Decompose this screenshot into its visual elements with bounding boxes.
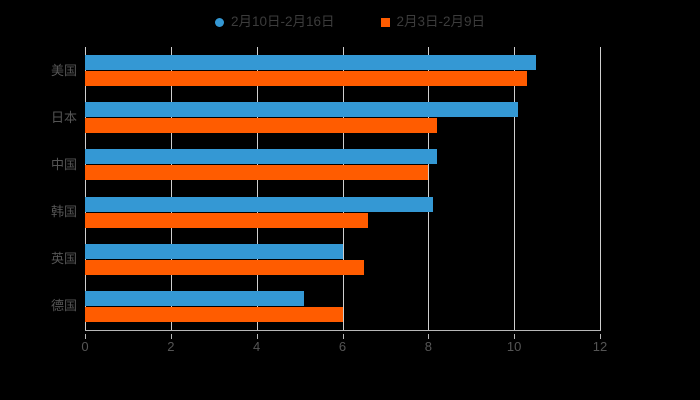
bar-series-1[interactable] <box>85 149 437 165</box>
x-axis-tick-mark <box>514 334 516 339</box>
gridline <box>428 47 430 330</box>
bar-series-1[interactable] <box>85 55 536 70</box>
x-axis-tick-mark <box>600 334 601 339</box>
x-axis-tick: 0 <box>81 334 89 356</box>
bar-series-2[interactable] <box>85 259 364 275</box>
legend-item-series-1[interactable]: 2月10日-2月16日 <box>214 14 335 30</box>
bar-series-1[interactable] <box>85 290 304 306</box>
x-axis-line <box>85 330 601 331</box>
gridline <box>600 47 601 330</box>
x-axis-tick-label: 6 <box>338 339 347 354</box>
bar-group <box>85 189 600 236</box>
x-axis-tick: 10 <box>507 334 521 356</box>
x-axis-tick: 2 <box>167 334 174 356</box>
legend-item-label: 2月3日-2月9日 <box>396 14 486 30</box>
x-axis-tick-mark <box>85 334 86 339</box>
bar-series-2[interactable] <box>85 118 437 134</box>
y-axis-tick-label: 中国 <box>50 156 77 172</box>
legend-circle-marker-icon <box>214 17 224 27</box>
x-axis-tick-label: 4 <box>253 339 261 354</box>
plot-area <box>85 47 601 330</box>
x-axis-tick-label: 8 <box>424 339 432 354</box>
gridline <box>514 47 516 330</box>
y-axis-tick-label: 韩国 <box>50 204 77 220</box>
bar-series-2[interactable] <box>85 212 369 228</box>
x-axis-tick-label: 10 <box>506 339 522 354</box>
legend-item-series-2[interactable]: 2月3日-2月9日 <box>380 14 486 30</box>
x-axis-tick-mark <box>170 334 172 339</box>
x-axis-tick-label: 0 <box>81 339 89 354</box>
gridline <box>256 47 258 330</box>
x-axis: 0 2 4 6 8 10 12 <box>0 334 700 358</box>
x-axis-tick-mark <box>256 334 258 339</box>
x-axis-tick-label: 2 <box>167 339 175 354</box>
y-axis-tick-label: 美国 <box>50 62 77 78</box>
x-axis-tick: 12 <box>593 334 607 356</box>
bar-series-2[interactable] <box>85 165 429 181</box>
legend-item-label: 2月10日-2月16日 <box>230 14 335 30</box>
chart-legend: 2月10日-2月16日 2月3日-2月9日 <box>0 8 700 36</box>
x-axis-tick: 6 <box>339 334 346 356</box>
bar-group <box>85 94 600 141</box>
gridline <box>170 47 172 330</box>
bar-series-1[interactable] <box>85 243 343 259</box>
x-axis-tick: 4 <box>253 334 260 356</box>
bar-group <box>85 47 600 94</box>
x-axis-tick-mark <box>428 334 430 339</box>
bar-series-1[interactable] <box>85 102 519 118</box>
y-axis-tick-label: 英国 <box>50 251 77 267</box>
y-axis-tick-label: 日本 <box>50 109 77 125</box>
bar-series-2[interactable] <box>85 306 343 322</box>
x-axis-tick: 8 <box>425 334 432 356</box>
bar-series-2[interactable] <box>85 71 528 86</box>
y-axis: 美国日本中国韩国英国德国 <box>0 47 77 330</box>
bar-group <box>85 141 600 188</box>
bar-group <box>85 236 600 283</box>
legend-square-marker-icon <box>380 17 390 27</box>
gridline <box>85 47 86 330</box>
x-axis-tick-label: 12 <box>592 339 608 354</box>
gridline <box>342 47 344 330</box>
x-axis-tick-mark <box>342 334 344 339</box>
bar-group <box>85 283 600 330</box>
y-axis-tick-label: 德国 <box>50 298 77 314</box>
bar-series-1[interactable] <box>85 196 433 212</box>
